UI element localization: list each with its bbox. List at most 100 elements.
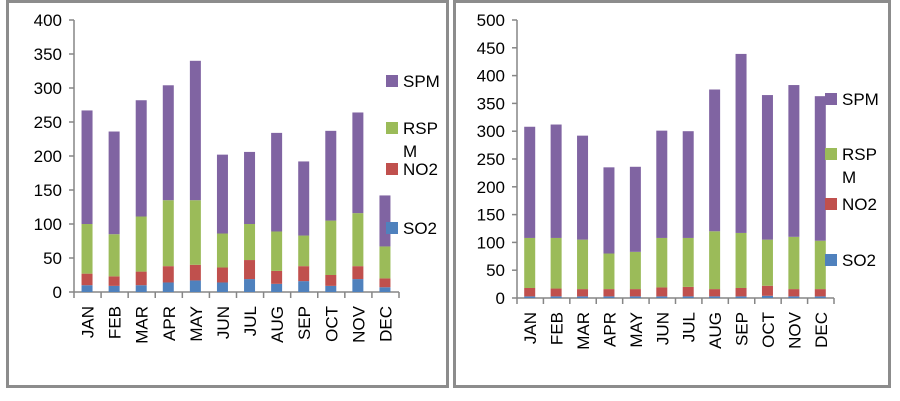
bar-so2-apr [162,282,174,292]
legend-label-no2: NO2 [842,195,877,214]
y-tick-label: 200 [34,147,62,166]
bar-spm-may [629,166,641,252]
x-tick-label: JUN [653,312,672,345]
x-tick-label: APR [600,312,619,347]
x-tick-label: OCT [759,312,778,348]
bar-spm-jun [656,130,668,238]
bar-spm-may [189,60,201,201]
legend-swatch-so2 [825,254,837,266]
bar-rspm-oct [325,220,337,275]
y-tick-label: 350 [34,45,62,64]
bar-rspm-mar [577,239,589,290]
bar-rspm-jan [524,237,536,288]
bar-so2-may [629,296,641,298]
y-tick-label: 50 [486,261,505,280]
bar-spm-mar [577,135,589,240]
bar-spm-apr [603,167,615,254]
legend-label-spm: SPM [842,90,879,109]
bar-rspm-jul [244,224,256,261]
bar-rspm-may [189,200,201,265]
bar-so2-jun [656,296,668,298]
bar-no2-oct [761,285,773,296]
bar-so2-nov [352,279,364,292]
bar-spm-feb [550,124,562,238]
x-tick-label: MAR [574,312,593,350]
bar-so2-dec [379,287,391,292]
x-tick-label: JUL [241,306,260,336]
y-tick-label: 250 [34,113,62,132]
bar-spm-aug [271,132,283,232]
y-tick-label: 500 [477,11,505,30]
legend-swatch-no2 [386,163,398,175]
bar-so2-nov [788,296,800,298]
bar-no2-mar [135,271,147,286]
legend-label-spm: SPM [403,72,440,91]
y-tick-label: 50 [43,249,62,268]
bar-no2-aug [709,289,721,297]
legend-swatch-spm [386,75,398,87]
bar-no2-dec [814,289,826,297]
bar-so2-jun [216,282,228,292]
legend-swatch-no2 [825,198,837,210]
x-tick-label: MAR [133,306,152,344]
x-tick-label: FEB [548,312,567,345]
x-tick-label: DEC [376,306,395,342]
bar-spm-feb [108,131,120,235]
chart-panel-left: 0 50 100 150 200 250 300 350 400 JAN FEB MAR APR MAY J… [6,0,449,388]
x-tick-label: AUG [268,306,287,343]
bar-rspm-dec [379,246,391,279]
bar-rspm-dec [814,240,826,290]
bar-rspm-jun [656,237,668,288]
bar-so2-sep [735,296,747,298]
bar-rspm-nov [352,213,364,267]
x-tick-label: APR [160,306,179,341]
x-tick-label: AUG [706,312,725,349]
bar-rspm-aug [271,231,283,271]
bar-rspm-may [629,251,641,290]
bar-spm-jul [682,131,694,238]
bar-rspm-nov [788,236,800,290]
bar-so2-may [189,280,201,292]
bar-no2-apr [603,289,615,297]
bar-no2-aug [271,270,283,284]
y-tick-label: 400 [477,67,505,86]
bar-no2-dec [379,278,391,288]
x-tick-label: FEB [106,306,125,339]
bar-rspm-oct [761,239,773,286]
chart-panel-right: 0 50 100 150 200 250 300 350 400 450 500 JAN FEB MAR A… [453,0,891,388]
bar-rspm-sep [298,235,310,267]
bar-rspm-jun [216,233,228,268]
x-tick-label: MAY [187,306,206,342]
x-tick-label: NOV [785,311,804,349]
bar-rspm-aug [709,231,721,290]
bar-spm-oct [761,95,773,240]
bar-spm-apr [162,85,174,201]
chart-svg: 0 50 100 150 200 250 300 350 400 450 500 JAN FEB MAR A… [477,11,879,350]
bar-so2-apr [603,296,615,298]
x-tick-label: JUL [680,312,699,342]
bar-rspm-feb [550,237,562,289]
bar-so2-feb [108,285,120,292]
legend-label-no2: NO2 [403,160,438,179]
y-tick-label: 300 [477,122,505,141]
y-tick-label: 0 [53,283,62,302]
legend-swatch-rspm [386,122,398,134]
bar-spm-jan [524,126,536,238]
bar-rspm-sep [735,232,747,288]
bar-rspm-mar [135,216,147,272]
x-tick-label: JAN [79,306,98,338]
x-tick-label: SEP [733,312,752,346]
bar-so2-mar [135,285,147,292]
bar-so2-oct [761,295,773,298]
bar-no2-sep [298,266,310,282]
bar-so2-feb [550,296,562,298]
bar-spm-mar [135,100,147,217]
y-tick-label: 450 [477,39,505,58]
bar-no2-may [189,264,201,281]
bar-so2-jan [81,285,93,292]
bar-no2-mar [577,289,589,297]
bar-rspm-jul [682,237,694,287]
bar-spm-jan [81,110,93,224]
bar-no2-feb [550,288,562,297]
bar-spm-jul [244,151,256,224]
